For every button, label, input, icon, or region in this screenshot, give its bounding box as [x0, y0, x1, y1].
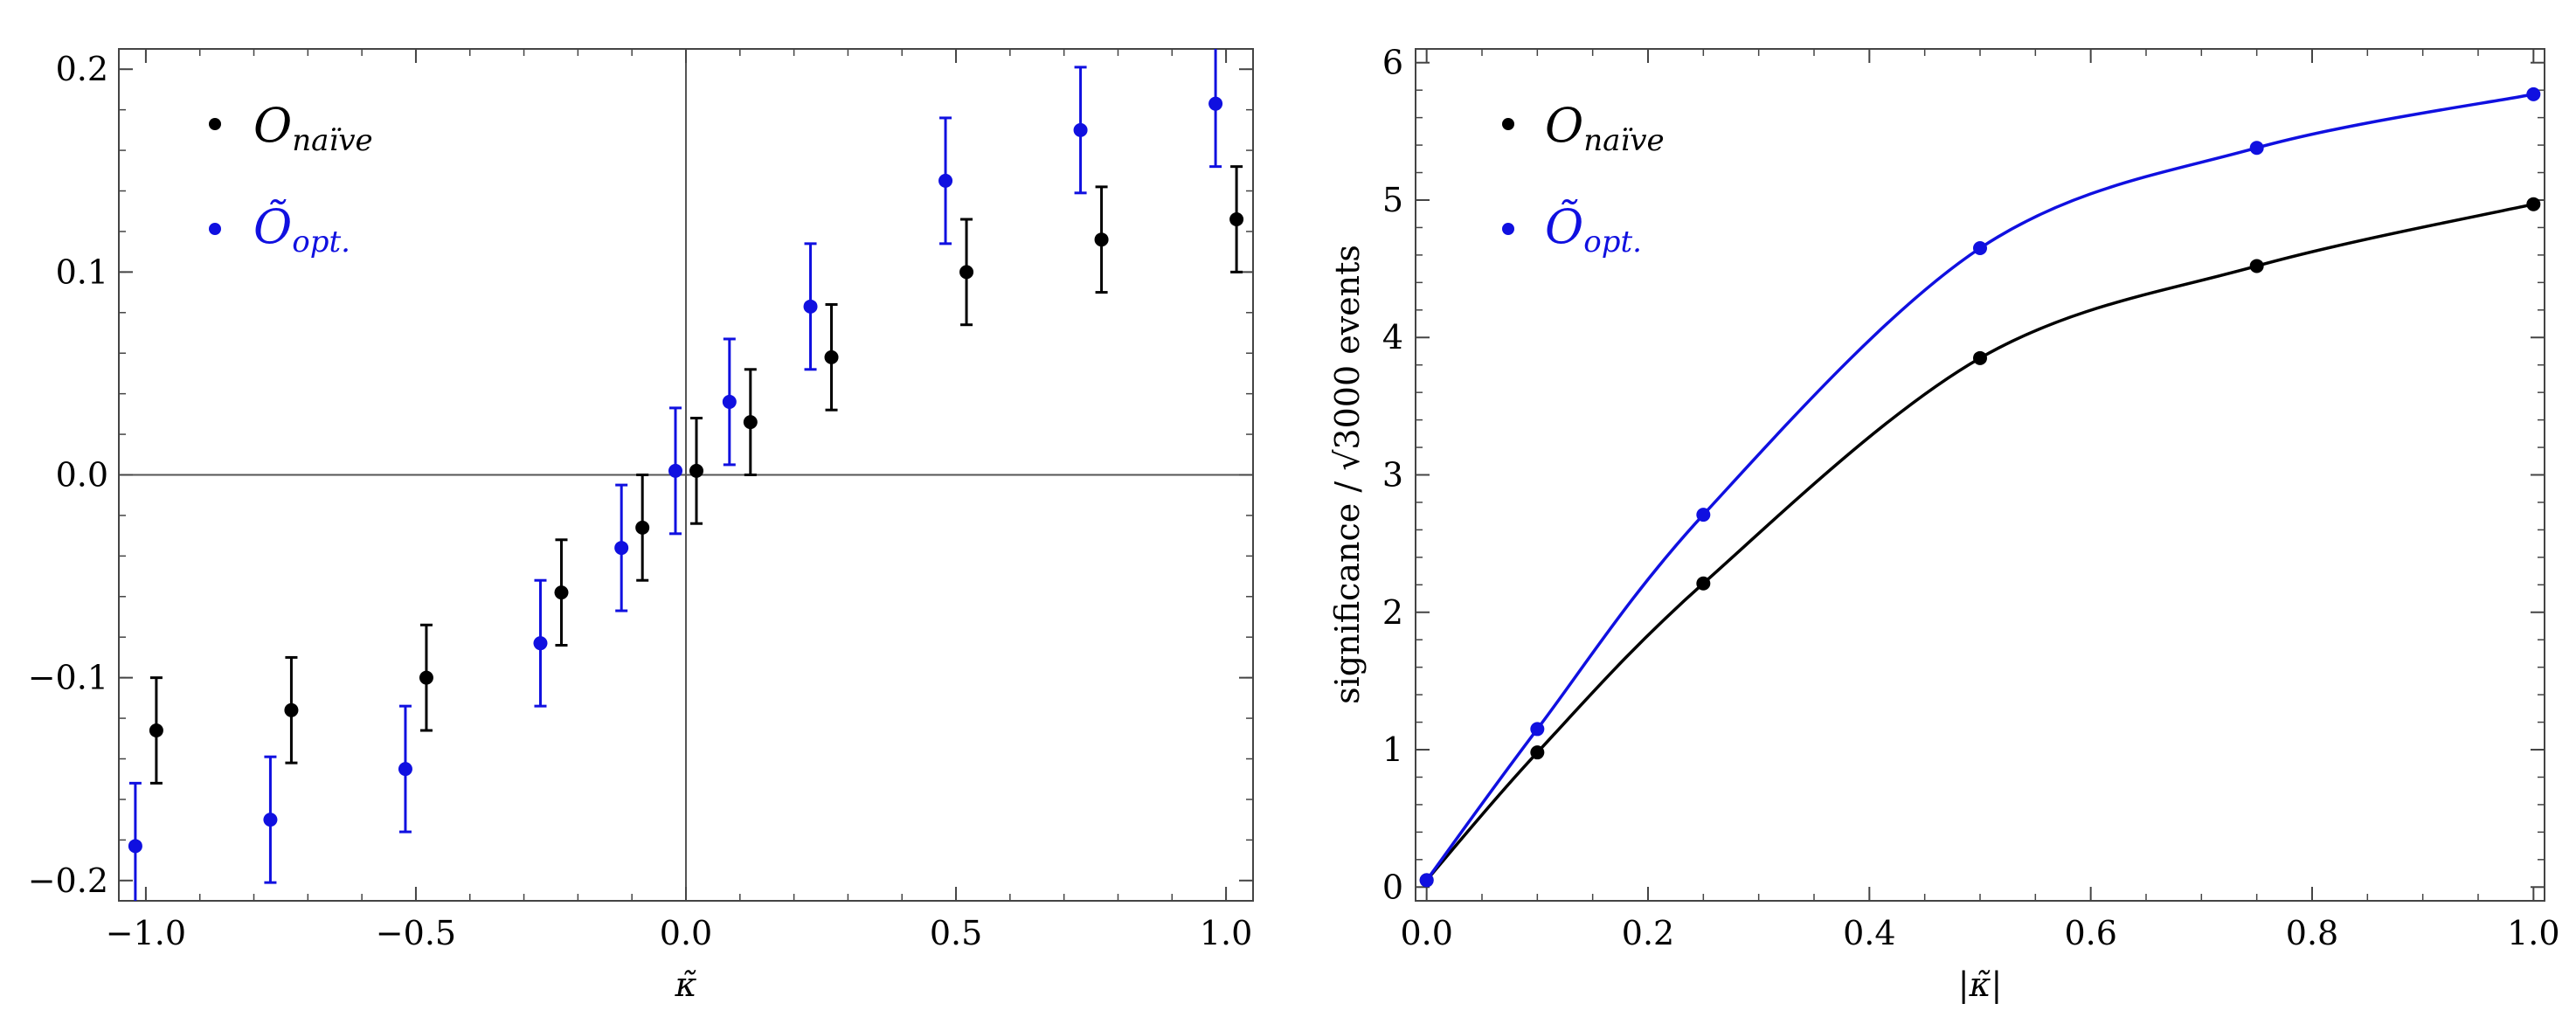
point-opt	[1208, 96, 1223, 111]
point-opt	[128, 839, 142, 854]
point-opt	[1419, 873, 1434, 888]
point-naive	[2249, 259, 2264, 273]
x-tick-label: 0.8	[2286, 914, 2338, 952]
x-tick-label: 0.2	[1622, 914, 1674, 952]
y-tick-label: 0	[1382, 868, 1403, 906]
point-naive	[419, 670, 433, 685]
point-naive	[1973, 350, 1987, 365]
point-opt	[1073, 122, 1088, 137]
point-naive	[1229, 212, 1244, 226]
point-naive	[1696, 576, 1711, 591]
right-x-axis-label: |κ̃|	[1958, 965, 2003, 1004]
right-legend: Onaïve Õopt.	[1502, 98, 1665, 259]
point-naive	[959, 265, 974, 280]
y-tick-label: 0.2	[56, 50, 108, 88]
right-y-axis-label: significance / √3000 events	[1328, 245, 1367, 704]
legend-base: O	[1545, 98, 1583, 153]
point-opt	[1696, 508, 1711, 522]
y-tick-label: 4	[1382, 318, 1403, 356]
point-naive	[743, 415, 758, 430]
left-ticks: −1.0 −0.5 0.0 0.5 1.0 −0.2 −0.1 0.0 0.1 0.2	[28, 49, 1253, 952]
legend-sub: naïve	[1583, 123, 1664, 158]
point-naive	[689, 463, 703, 478]
right-ticks: 0.0 0.2 0.4 0.6 0.8 1.0 0 1 2 3 4 5 6	[1382, 44, 2560, 952]
point-naive	[1094, 232, 1109, 247]
y-tick-label: 0.0	[56, 456, 108, 495]
legend-sub: naïve	[292, 123, 372, 158]
y-tick-label: −0.1	[28, 659, 108, 697]
left-data-marks	[128, 49, 1244, 901]
point-opt	[1530, 722, 1545, 737]
y-tick-label: 5	[1382, 181, 1403, 219]
x-tick-label: −1.0	[106, 914, 186, 952]
legend-marker-opt	[209, 223, 221, 235]
point-opt	[722, 394, 737, 409]
y-tick-label: 2	[1382, 593, 1403, 632]
x-tick-label: 0.0	[660, 914, 712, 952]
left-series-group	[128, 49, 1244, 901]
right-panel-line-chart: 0.0 0.2 0.4 0.6 0.8 1.0 0 1 2 3 4 5 6 |κ̃| significa…	[1328, 44, 2560, 1004]
point-opt	[2526, 86, 2541, 101]
left-x-axis-label: κ̃	[675, 965, 697, 1004]
point-opt	[668, 463, 682, 478]
x-tick-label: 1.0	[2507, 914, 2559, 952]
right-plot-frame	[1415, 48, 2545, 902]
x-tick-label: 0.5	[930, 914, 982, 952]
point-naive	[554, 585, 569, 600]
legend-label-naive: Onaïve	[1545, 98, 1665, 158]
point-opt	[1973, 241, 1987, 256]
legend-base: O	[253, 98, 292, 153]
legend-base: Õ	[253, 198, 292, 254]
point-opt	[263, 813, 278, 827]
left-legend: Onaïve Õopt.	[209, 98, 373, 259]
point-naive	[149, 723, 163, 737]
y-tick-label: 6	[1382, 44, 1403, 82]
legend-label-naive: Onaïve	[253, 98, 373, 158]
legend-label-opt: Õopt.	[253, 198, 350, 259]
point-naive	[824, 349, 839, 364]
legend-sub: opt.	[1583, 225, 1642, 259]
point-opt	[398, 762, 412, 777]
left-zero-axes	[119, 49, 1253, 901]
left-panel-errorbar-chart: −1.0 −0.5 0.0 0.5 1.0 −0.2 −0.1 0.0 0.1 0.2 κ̃ On…	[28, 48, 1254, 1004]
point-naive	[2526, 197, 2541, 211]
point-opt	[2249, 141, 2264, 156]
y-tick-label: 0.1	[56, 253, 108, 291]
legend-base: Õ	[1545, 198, 1583, 254]
point-naive	[1530, 745, 1545, 760]
point-opt	[614, 541, 629, 556]
y-tick-label: −0.2	[28, 861, 108, 900]
x-tick-label: 0.0	[1400, 914, 1452, 952]
y-tick-label: 3	[1382, 456, 1403, 495]
series-line-naive	[1425, 202, 2534, 882]
legend-marker-naive	[209, 118, 221, 130]
x-tick-label: 1.0	[1200, 914, 1252, 952]
point-naive	[635, 520, 650, 535]
y-tick-label: 1	[1382, 730, 1403, 769]
x-tick-label: 0.6	[2064, 914, 2116, 952]
point-opt	[533, 636, 548, 651]
legend-label-opt: Õopt.	[1545, 198, 1642, 259]
point-naive	[284, 702, 299, 717]
x-tick-label: 0.4	[1843, 914, 1895, 952]
series-line-opt	[1425, 93, 2534, 882]
right-data-marks	[1419, 86, 2541, 888]
legend-marker-naive	[1502, 118, 1514, 130]
x-tick-label: −0.5	[376, 914, 456, 952]
legend-marker-opt	[1502, 223, 1514, 235]
point-opt	[938, 173, 953, 188]
legend-sub: opt.	[292, 225, 350, 259]
point-opt	[803, 299, 818, 314]
